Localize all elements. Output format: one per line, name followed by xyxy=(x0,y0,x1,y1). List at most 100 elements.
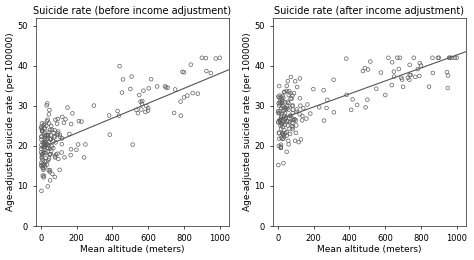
Point xyxy=(164,86,172,90)
Point xyxy=(47,133,55,138)
Point xyxy=(114,109,121,113)
Point xyxy=(414,67,422,71)
Point xyxy=(391,75,398,79)
Point xyxy=(51,135,58,140)
Point xyxy=(428,56,436,60)
Point xyxy=(282,115,290,119)
Point xyxy=(44,118,52,122)
Point xyxy=(62,117,69,121)
Point xyxy=(161,84,169,88)
Point xyxy=(41,136,49,140)
Point xyxy=(282,100,289,104)
Point xyxy=(290,91,298,95)
Point xyxy=(284,119,292,123)
Point xyxy=(189,91,196,95)
Point xyxy=(286,120,293,124)
Point xyxy=(446,56,454,60)
Point xyxy=(162,85,170,89)
Point xyxy=(58,150,65,154)
Point xyxy=(47,137,55,141)
Point xyxy=(279,120,287,124)
Point xyxy=(44,133,52,137)
Point xyxy=(320,88,328,92)
Point xyxy=(443,70,451,74)
Point xyxy=(292,123,300,127)
Point xyxy=(46,152,54,156)
Point xyxy=(50,139,57,143)
Point xyxy=(288,124,296,128)
Point xyxy=(37,164,45,168)
Point xyxy=(119,77,127,82)
Point xyxy=(133,108,140,112)
Point xyxy=(64,106,71,110)
Point xyxy=(45,130,52,134)
Point xyxy=(274,110,282,115)
Point xyxy=(177,100,184,104)
Point xyxy=(444,86,452,90)
Point xyxy=(276,118,283,122)
Point xyxy=(58,115,66,119)
Point xyxy=(67,122,75,126)
Point xyxy=(38,163,46,167)
X-axis label: Mean altitude (meters): Mean altitude (meters) xyxy=(80,245,184,255)
Point xyxy=(289,127,296,131)
Point xyxy=(44,146,51,150)
Point xyxy=(90,103,98,108)
Point xyxy=(75,119,82,123)
Point xyxy=(140,89,147,93)
Y-axis label: Age-adjusted suicide rate (per 100000): Age-adjusted suicide rate (per 100000) xyxy=(243,32,252,211)
Point xyxy=(134,111,142,115)
Point xyxy=(410,56,418,60)
Point xyxy=(40,168,47,172)
Point xyxy=(42,134,49,138)
Point xyxy=(56,133,64,137)
Point xyxy=(278,122,285,126)
Point xyxy=(353,103,361,107)
Point xyxy=(55,157,62,161)
Point xyxy=(44,136,52,140)
Point xyxy=(41,159,49,163)
Point xyxy=(41,126,48,130)
Point xyxy=(106,133,114,137)
Point xyxy=(417,63,425,68)
Point xyxy=(44,143,52,147)
Point xyxy=(137,100,145,104)
Point xyxy=(406,78,413,82)
Point xyxy=(58,136,66,140)
Point xyxy=(65,132,73,136)
Point xyxy=(37,150,45,154)
Point xyxy=(74,142,82,147)
Point xyxy=(382,93,389,97)
Point xyxy=(37,138,45,142)
Point xyxy=(37,135,45,139)
Point xyxy=(281,106,289,110)
Point xyxy=(51,155,59,160)
Point xyxy=(54,131,62,135)
Point xyxy=(297,103,304,108)
Point xyxy=(289,94,296,98)
Point xyxy=(288,96,295,101)
Point xyxy=(289,103,297,108)
Point xyxy=(435,56,443,60)
Title: Suicide rate (after income adjustment): Suicide rate (after income adjustment) xyxy=(274,5,464,16)
Point xyxy=(284,100,292,104)
Point xyxy=(44,184,52,188)
Point xyxy=(42,138,49,142)
Point xyxy=(298,118,306,122)
Point xyxy=(292,79,299,83)
Point xyxy=(288,116,295,120)
Point xyxy=(194,92,201,96)
Point xyxy=(281,128,288,132)
Point xyxy=(129,142,137,147)
Point xyxy=(40,142,47,146)
Point xyxy=(277,145,285,149)
Point xyxy=(39,158,46,162)
Point xyxy=(37,161,45,165)
Point xyxy=(275,101,283,105)
Point xyxy=(416,61,424,65)
Point xyxy=(278,98,286,102)
Point xyxy=(291,117,299,121)
Point xyxy=(283,89,290,93)
Point xyxy=(274,120,282,125)
Point xyxy=(47,124,55,128)
